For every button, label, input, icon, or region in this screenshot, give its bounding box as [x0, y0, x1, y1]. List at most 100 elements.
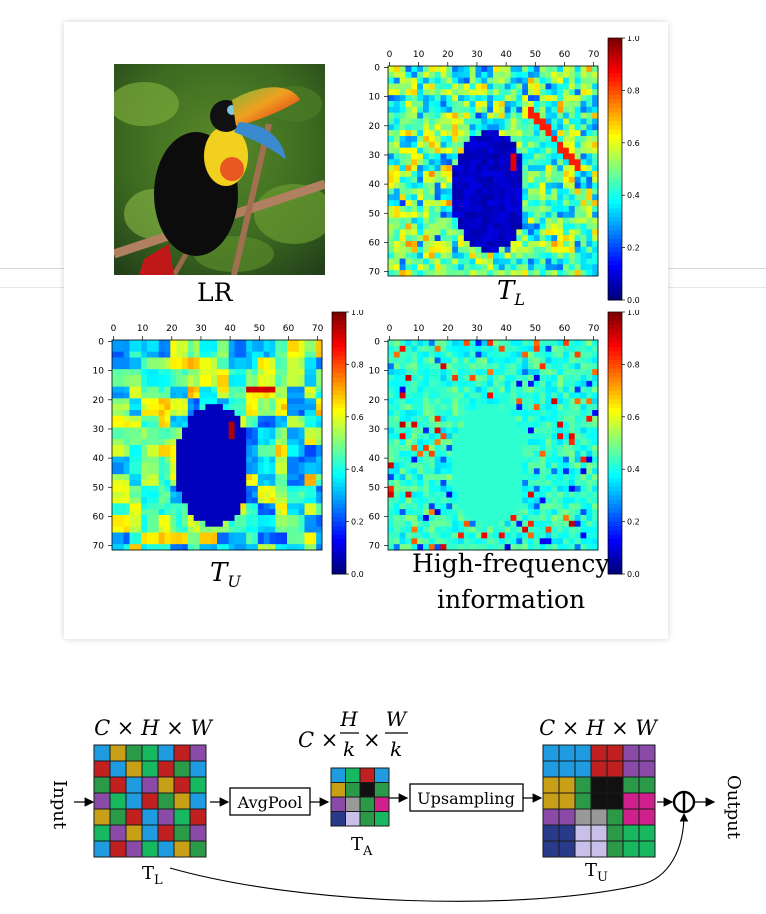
ta-w: W — [386, 707, 408, 731]
tu-grid — [542, 744, 656, 858]
tu-grid-cell — [574, 824, 592, 842]
ta-grid — [330, 767, 390, 827]
tl-grid-cell — [173, 808, 191, 826]
hf-y-tick-label: 0 — [374, 337, 380, 347]
ta-k2: k — [390, 737, 402, 761]
tu-grid-cell — [558, 824, 576, 842]
tl-grid-cell — [173, 760, 191, 778]
tl-grid-cell — [189, 808, 207, 826]
ta-grid-cell — [330, 811, 346, 827]
tl-colorbar-frame — [607, 37, 623, 301]
tl-heatmap-frame — [387, 65, 599, 277]
hf-colorbar — [608, 312, 622, 575]
tl-grid-cell — [93, 808, 111, 826]
tu-grid-cell — [542, 776, 560, 794]
tu-heatmap-cells — [112, 340, 323, 551]
ta-grid-cell — [374, 767, 390, 783]
tu-y-tick-label: 30 — [93, 425, 105, 435]
tl-colorbar-tick-label: 0.0 — [627, 296, 640, 305]
hf-y-tick-label: 20 — [369, 396, 381, 406]
tl-colorbar — [608, 38, 622, 301]
tu-grid-cell — [606, 760, 624, 778]
hf-y-tick-label: 60 — [369, 512, 381, 522]
tl-grid-cell — [125, 824, 143, 842]
avgpool-box — [229, 787, 311, 816]
upsampling-label: Upsampling — [417, 789, 515, 808]
tu-grid-cell — [558, 760, 576, 778]
tu-grid-cell — [638, 808, 656, 826]
hf-heatmap-frame — [387, 339, 599, 551]
hf-x-tick-label: 60 — [559, 324, 571, 334]
tu-grid-cell — [542, 744, 560, 762]
pooling-diagram: Input C × H × W TL AvgPool C × H k × W k… — [49, 707, 744, 902]
tu-y-tick-label: 0 — [98, 337, 104, 347]
tl-grid-cell — [141, 776, 159, 794]
tu-grid-cell — [590, 824, 608, 842]
tu-grid-cell — [574, 760, 592, 778]
hf-x-tick-label: 70 — [588, 324, 600, 334]
ta-name: TA — [351, 834, 373, 859]
tu-colorbar-tick-label: 0.8 — [351, 360, 364, 369]
hf-colorbar-tick-label: 1.0 — [627, 310, 640, 317]
hf-colorbar-frame — [607, 311, 623, 575]
tu-grid-cell — [606, 808, 624, 826]
tl-y-tick-label: 30 — [369, 151, 381, 161]
tu-x-tick-label: 70 — [312, 324, 324, 334]
ta-grid-cell — [330, 767, 346, 783]
ta-grid-cell — [345, 767, 361, 783]
tu-colorbar-frame — [331, 311, 347, 575]
input-label: Input — [49, 780, 70, 830]
tu-name: TU — [585, 860, 608, 885]
tu-grid-cell — [574, 840, 592, 858]
tl-grid-cell — [109, 824, 127, 842]
hf-x-tick-label: 40 — [500, 324, 512, 334]
tu-grid-cell — [622, 792, 640, 810]
tl-grid-cell — [157, 808, 175, 826]
tu-heatmap-frame — [111, 339, 323, 551]
hf-y-tick-label: 30 — [369, 425, 381, 435]
ta-grid-cell — [374, 796, 390, 812]
tu-x-tick-label: 20 — [166, 324, 178, 334]
tl-grid — [93, 744, 207, 858]
tu-grid-cell — [542, 824, 560, 842]
tl-grid-cell — [141, 840, 159, 858]
tu-grid-cell — [590, 744, 608, 762]
tl-grid-cell — [125, 776, 143, 794]
tu-grid-cell — [574, 808, 592, 826]
tl-grid-cell — [93, 760, 111, 778]
tl-grid-cell — [189, 792, 207, 810]
ta-grid-cell — [345, 796, 361, 812]
tu-grid-cell — [590, 776, 608, 794]
tl-y-tick-label: 50 — [369, 209, 381, 219]
tu-grid-cell — [606, 776, 624, 794]
hf-colorbar-tick-label: 0.4 — [627, 465, 640, 474]
tu-grid-cell — [590, 760, 608, 778]
tl-colorbar-tick-label: 1.0 — [627, 36, 640, 43]
skip-connection-arrow — [169, 812, 689, 902]
tu-grid-cell — [606, 840, 624, 858]
tl-y-tick-label: 60 — [369, 238, 381, 248]
hf-y-tick-label: 50 — [369, 483, 381, 493]
tu-grid-cell — [558, 792, 576, 810]
tl-x-tick-label: 10 — [413, 50, 425, 60]
tl-heatmap-cells — [388, 66, 599, 277]
tu-colorbar-tick-label: 0.4 — [351, 465, 364, 474]
hf-colorbar-tick-label: 0.0 — [627, 570, 640, 579]
tu-grid-cell — [638, 792, 656, 810]
tl-x-tick-label: 20 — [442, 50, 454, 60]
tu-grid-cell — [606, 824, 624, 842]
tu-x-tick-label: 50 — [254, 324, 266, 334]
tl-grid-cell — [157, 792, 175, 810]
tl-x-tick-label: 50 — [530, 50, 542, 60]
tu-y-tick-label: 10 — [93, 367, 105, 377]
tl-grid-cell — [93, 792, 111, 810]
tl-colorbar-tick-label: 0.6 — [627, 139, 640, 148]
tl-x-tick-label: 60 — [559, 50, 571, 60]
hf-y-tick-label: 10 — [369, 367, 381, 377]
tl-name: TL — [142, 863, 163, 888]
tl-grid-cell — [157, 840, 175, 858]
tl-x-tick-label: 0 — [387, 50, 393, 60]
tu-grid-cell — [590, 840, 608, 858]
tl-grid-cell — [93, 776, 111, 794]
tl-grid-cell — [125, 808, 143, 826]
